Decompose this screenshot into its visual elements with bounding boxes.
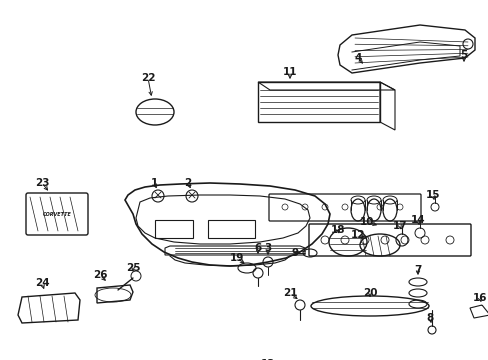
Text: 23: 23 [35, 178, 49, 188]
Text: 9: 9 [291, 248, 298, 258]
Text: 25: 25 [125, 263, 140, 273]
Text: 26: 26 [93, 270, 107, 280]
Text: 19: 19 [229, 253, 244, 263]
Text: 18: 18 [330, 225, 345, 235]
Text: 14: 14 [410, 215, 425, 225]
Text: 15: 15 [425, 190, 439, 200]
Text: 13: 13 [260, 359, 275, 360]
Text: 5: 5 [459, 50, 467, 60]
Text: 6: 6 [254, 243, 261, 253]
Text: 24: 24 [35, 278, 49, 288]
Text: 2: 2 [184, 178, 191, 188]
Text: 21: 21 [282, 288, 297, 298]
Text: 16: 16 [472, 293, 486, 303]
Text: 20: 20 [362, 288, 376, 298]
Text: 17: 17 [392, 221, 407, 231]
Text: CORVETTE: CORVETTE [42, 211, 71, 216]
Text: 7: 7 [413, 265, 421, 275]
Text: 22: 22 [141, 73, 155, 83]
Text: 8: 8 [426, 313, 433, 323]
Text: 4: 4 [354, 53, 361, 63]
Text: 12: 12 [350, 230, 365, 240]
Text: 1: 1 [150, 178, 157, 188]
Text: 10: 10 [359, 217, 373, 227]
Text: 3: 3 [264, 243, 271, 253]
Text: 11: 11 [282, 67, 297, 77]
